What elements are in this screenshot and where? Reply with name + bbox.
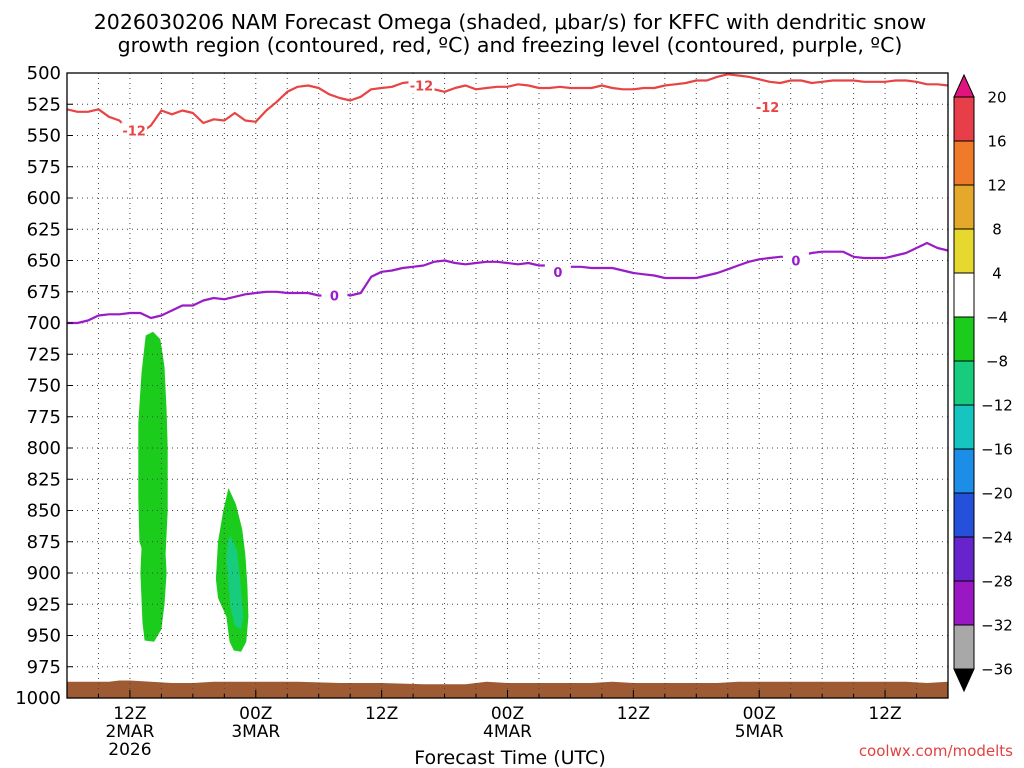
y-tick-label-525: 525	[27, 94, 61, 115]
x-tick-label-72-1: 5MAR	[735, 722, 784, 742]
y-tick-label-775: 775	[27, 407, 61, 428]
colorbar-tick-label-13: −36	[981, 661, 1013, 679]
omega-region-2	[226, 535, 244, 630]
y-tick-label-825: 825	[27, 469, 61, 490]
colorbar-segment-7	[954, 405, 974, 450]
colorbar-segment-0	[954, 97, 974, 142]
colorbar-segment-2	[954, 185, 974, 230]
y-tick-label-750: 750	[27, 376, 61, 397]
colorbar-segment-8	[954, 449, 974, 494]
colorbar-segment-3	[954, 229, 974, 274]
y-tick-label-925: 925	[27, 594, 61, 615]
y-tick-label-1000: 1000	[15, 688, 61, 709]
contour-label-bg-0-1	[408, 77, 435, 94]
y-tick-label-600: 600	[27, 188, 61, 209]
y-tick-label-625: 625	[27, 219, 61, 240]
y-tick-label-700: 700	[27, 313, 61, 334]
colorbar-tick-label-0: 20	[987, 89, 1006, 107]
colorbar-top-arrow	[953, 73, 975, 98]
colorbar-tick-label-1: 16	[987, 133, 1006, 151]
contour-label-1-2: 0	[791, 255, 800, 270]
colorbar-tick-label-11: −28	[981, 573, 1013, 591]
x-tick-label-12-2: 2026	[108, 740, 151, 760]
y-tick-label-900: 900	[27, 563, 61, 584]
y-tick-label-975: 975	[27, 657, 61, 678]
colorbar-segment-11	[954, 581, 974, 626]
contour-label-bg-1-0	[321, 287, 348, 304]
y-tick-label-675: 675	[27, 282, 61, 303]
y-tick-label-550: 550	[27, 126, 61, 147]
x-tick-label-36-0: 12Z	[365, 704, 398, 724]
colorbar-segment-1	[954, 141, 974, 186]
x-tick-label-84-0: 12Z	[868, 704, 901, 724]
colorbar-tick-label-6: −8	[986, 353, 1008, 371]
x-tick-label-48-0: 00Z	[491, 704, 524, 724]
colorbar-tick-label-7: −12	[981, 397, 1013, 415]
colorbar-tick-label-5: −4	[986, 309, 1008, 327]
contour-label-bg-1-1	[544, 263, 571, 280]
credit-link[interactable]: coolwx.com/modelts	[859, 742, 1013, 760]
y-tick-label-950: 950	[27, 626, 61, 647]
x-tick-label-24-1: 3MAR	[231, 722, 280, 742]
colorbar-segment-10	[954, 537, 974, 582]
x-tick-label-12-1: 2MAR	[105, 722, 154, 742]
y-tick-label-800: 800	[27, 438, 61, 459]
chart-title-line-2: growth region (contoured, red, ºC) and f…	[118, 33, 903, 57]
contour-label-bg-1-2	[782, 252, 809, 269]
chart-title-line-1: 2026030206 NAM Forecast Omega (shaded, μ…	[94, 10, 926, 34]
x-tick-label-60-0: 12Z	[617, 704, 650, 724]
y-tick-label-500: 500	[27, 63, 61, 84]
omega-region-0	[138, 331, 168, 642]
colorbar-segment-4	[954, 273, 974, 318]
contour-label-bg-0-2	[754, 98, 781, 115]
colorbar-segment-9	[954, 493, 974, 538]
contour-label-1-0: 0	[330, 290, 339, 305]
colorbar-bottom-arrow	[953, 668, 975, 693]
colorbar-tick-label-3: 8	[992, 221, 1002, 239]
colorbar-tick-label-2: 12	[987, 177, 1006, 195]
x-axis-label: Forecast Time (UTC)	[414, 747, 605, 768]
colorbar-tick-label-12: −32	[981, 617, 1013, 635]
colorbar-tick-label-8: −16	[981, 441, 1013, 459]
colorbar-segment-5	[954, 317, 974, 362]
x-tick-label-24-0: 00Z	[239, 704, 272, 724]
contour-label-0-0: -12	[122, 125, 146, 140]
x-tick-label-72-0: 00Z	[743, 704, 776, 724]
contour-label-1-1: 0	[553, 266, 562, 281]
colorbar-tick-label-4: 4	[992, 265, 1002, 283]
colorbar-segment-6	[954, 361, 974, 406]
contour-line-0	[66, 73, 949, 135]
contour-label-0-2: -12	[756, 101, 780, 116]
y-tick-label-650: 650	[27, 251, 61, 272]
y-tick-label-575: 575	[27, 157, 61, 178]
contour-label-bg-0-0	[121, 122, 148, 139]
y-tick-label-725: 725	[27, 344, 61, 365]
x-tick-label-48-1: 4MAR	[483, 722, 532, 742]
y-tick-label-875: 875	[27, 532, 61, 553]
colorbar-segment-12	[954, 625, 974, 670]
y-tick-label-850: 850	[27, 501, 61, 522]
colorbar-tick-label-10: −24	[981, 529, 1013, 547]
colorbar-tick-label-9: −20	[981, 485, 1013, 503]
plot-area: -12 -12 -12 0 0 0 500 525 550 575 600 625 650 675 700 7…	[15, 63, 949, 760]
x-tick-label-12-0: 12Z	[113, 704, 146, 724]
contour-label-0-1: -12	[410, 80, 434, 95]
colorbar: 20 16 12 8 4 −4 −8 −12 −16 −20 −24 −28 −32 −36	[953, 73, 1013, 693]
